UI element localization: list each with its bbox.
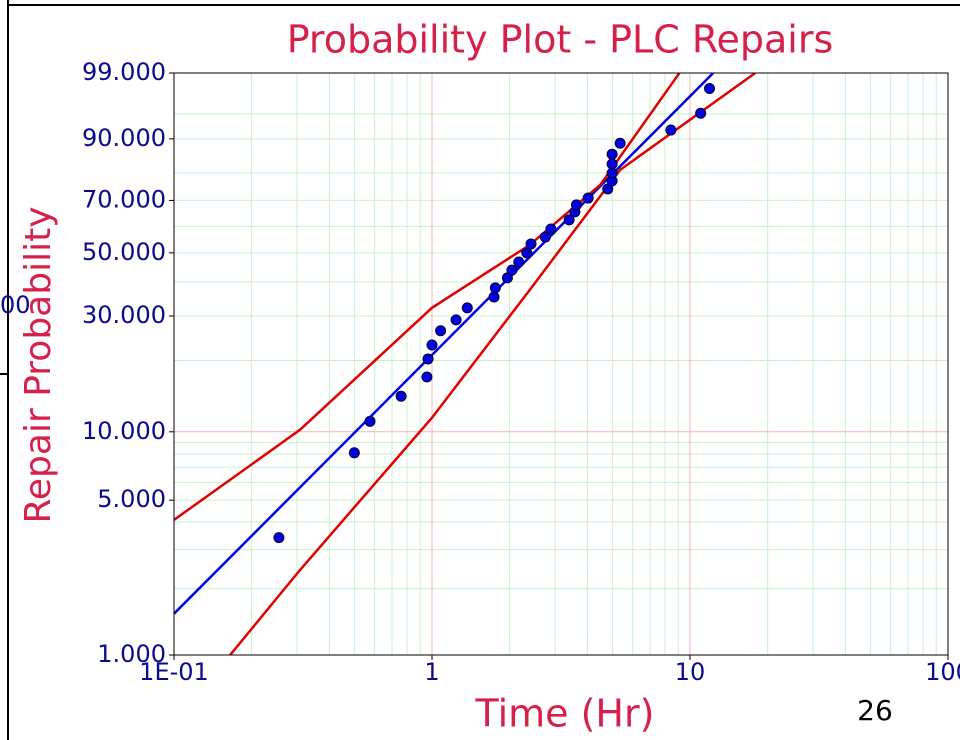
data-point [539, 231, 551, 243]
y-tick-label: 70.000 [82, 185, 166, 213]
data-point [695, 107, 707, 119]
x-tick-label: 1E-01 [139, 658, 209, 686]
background-text: 00 [0, 291, 31, 319]
y-tick-label: 90.000 [82, 124, 166, 152]
data-point [582, 192, 594, 204]
data-point [273, 532, 285, 544]
data-point [450, 314, 462, 326]
data-point [606, 158, 618, 170]
data-point [422, 353, 434, 365]
data-point [525, 238, 537, 250]
x-tick-label: 100 [925, 658, 960, 686]
y-tick-label: 50.000 [82, 238, 166, 266]
data-point [606, 148, 618, 160]
plot-frame [173, 72, 949, 656]
x-tick-label: 1 [424, 658, 439, 686]
data-point [665, 124, 677, 136]
data-point [348, 447, 360, 459]
plot: 1E-01 1 10 100 1.000 5.000 10.000 30.000 50.000 7… [82, 58, 960, 686]
y-tick-label: 30.000 [82, 301, 166, 329]
y-axis-label: Repair Probability [18, 206, 59, 523]
fit-line [229, 73, 756, 655]
fit-line [174, 73, 715, 615]
data-point [506, 264, 518, 276]
data-point [488, 291, 500, 303]
slide-number: 26 [857, 694, 893, 727]
y-tick-label: 1.000 [97, 640, 166, 668]
data-point [703, 82, 715, 94]
data-point [395, 390, 407, 402]
data-point [570, 199, 582, 211]
data-point [614, 137, 626, 149]
data-point [513, 256, 525, 268]
y-tick-label: 5.000 [97, 485, 166, 513]
data-point [489, 282, 501, 294]
data-point [435, 325, 447, 337]
data-point [364, 415, 376, 427]
data-point [521, 247, 533, 259]
chart-title: Probability Plot - PLC Repairs [287, 18, 834, 62]
x-tick-label: 10 [675, 658, 706, 686]
data-point [421, 371, 433, 383]
data-point [426, 339, 438, 351]
data-point [461, 302, 473, 314]
data-point [545, 223, 557, 235]
data-point [606, 167, 618, 179]
y-tick-label: 99.000 [82, 58, 166, 86]
x-axis-label: Time (Hr) [475, 692, 655, 736]
data-point [563, 214, 575, 226]
y-tick-label: 10.000 [82, 417, 166, 445]
